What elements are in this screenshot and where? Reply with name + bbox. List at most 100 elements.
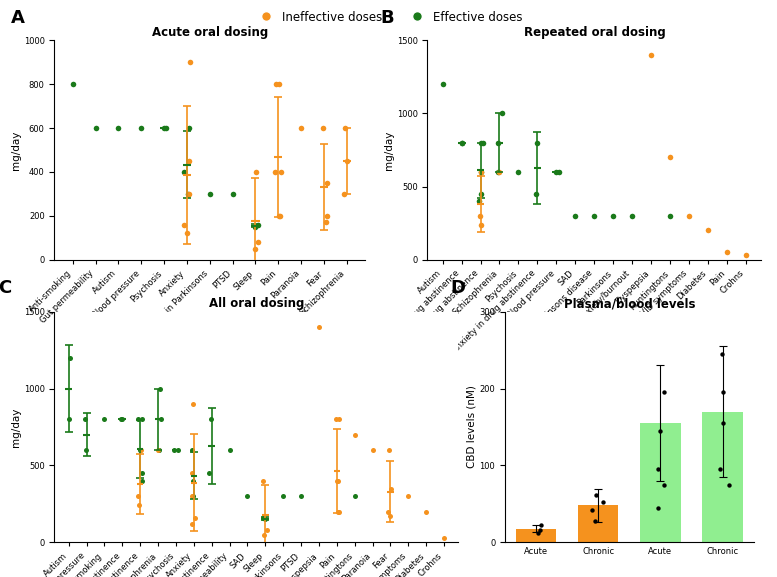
Point <box>273 211 285 220</box>
Point <box>226 189 239 198</box>
Point <box>492 167 504 177</box>
Point <box>115 415 127 424</box>
Point <box>112 123 124 133</box>
Point <box>134 445 146 455</box>
Point <box>134 445 147 455</box>
Point <box>339 123 351 133</box>
Point <box>349 492 361 501</box>
Point <box>477 138 490 147</box>
Point <box>135 123 148 133</box>
Point <box>205 415 218 424</box>
Point <box>552 167 565 177</box>
Bar <box>640 423 681 542</box>
Point <box>329 415 342 424</box>
Point <box>702 226 715 235</box>
Point <box>455 138 468 147</box>
Point <box>186 519 198 529</box>
Point <box>367 445 379 455</box>
Point <box>496 109 508 118</box>
Point <box>270 80 283 89</box>
Point <box>203 469 215 478</box>
Point <box>79 445 92 455</box>
Point <box>652 464 664 474</box>
Bar <box>702 411 743 542</box>
Point <box>589 516 601 526</box>
Text: A: A <box>11 9 25 27</box>
Point <box>274 167 287 177</box>
Point <box>178 220 190 229</box>
Point <box>330 476 343 485</box>
Point <box>716 349 728 358</box>
Point <box>172 445 184 455</box>
Point <box>321 211 333 220</box>
Point <box>723 480 735 489</box>
Point <box>204 189 216 198</box>
Point <box>183 123 196 133</box>
Y-axis label: mg/day: mg/day <box>11 130 21 170</box>
Point <box>645 50 657 59</box>
Title: Plasma/blood levels: Plasma/blood levels <box>563 297 695 310</box>
Point <box>186 492 199 501</box>
Point <box>252 238 264 247</box>
Point <box>132 415 145 424</box>
Point <box>474 138 486 147</box>
Point <box>186 445 198 455</box>
Point <box>158 123 170 133</box>
Point <box>295 123 308 133</box>
Point <box>713 464 726 474</box>
Point <box>183 156 195 166</box>
Point <box>186 469 198 478</box>
Point <box>168 445 180 455</box>
Point <box>257 530 270 539</box>
Point <box>183 189 195 198</box>
Point <box>223 445 235 455</box>
Point <box>340 156 353 166</box>
Text: C: C <box>0 279 11 297</box>
Point <box>384 512 396 521</box>
Point <box>189 513 201 522</box>
Point <box>152 445 164 455</box>
Point <box>186 492 198 501</box>
Point <box>533 526 545 535</box>
Point <box>98 415 110 424</box>
Point <box>590 490 602 499</box>
Point <box>597 498 609 507</box>
Point <box>333 415 345 424</box>
Point <box>273 80 285 89</box>
Point <box>383 445 395 455</box>
Y-axis label: mg/day: mg/day <box>11 407 21 447</box>
Point <box>664 211 677 220</box>
Point <box>250 167 263 177</box>
Point <box>257 513 270 522</box>
Point <box>512 167 524 177</box>
Point <box>269 167 281 177</box>
Point <box>402 492 415 501</box>
Point <box>187 399 200 409</box>
Legend: Ineffective doses, Effective doses: Ineffective doses, Effective doses <box>250 6 527 28</box>
Point <box>549 167 562 177</box>
Point <box>253 220 265 229</box>
Point <box>79 415 92 424</box>
Point <box>333 476 345 485</box>
Point <box>664 153 677 162</box>
Point <box>249 244 261 253</box>
Point <box>320 218 333 227</box>
Point <box>184 58 197 67</box>
Point <box>420 507 433 516</box>
Point <box>721 248 733 257</box>
Point <box>531 529 544 538</box>
Point <box>349 430 361 439</box>
Point <box>475 220 487 229</box>
Point <box>658 388 671 397</box>
Text: D: D <box>451 279 465 297</box>
Point <box>259 515 271 524</box>
Point <box>337 189 350 198</box>
Point <box>683 211 695 220</box>
Point <box>261 526 274 535</box>
Point <box>160 123 172 133</box>
Text: B: B <box>381 9 394 27</box>
Point <box>186 476 199 485</box>
Bar <box>578 505 618 542</box>
Point <box>277 492 290 501</box>
Point <box>653 426 666 436</box>
